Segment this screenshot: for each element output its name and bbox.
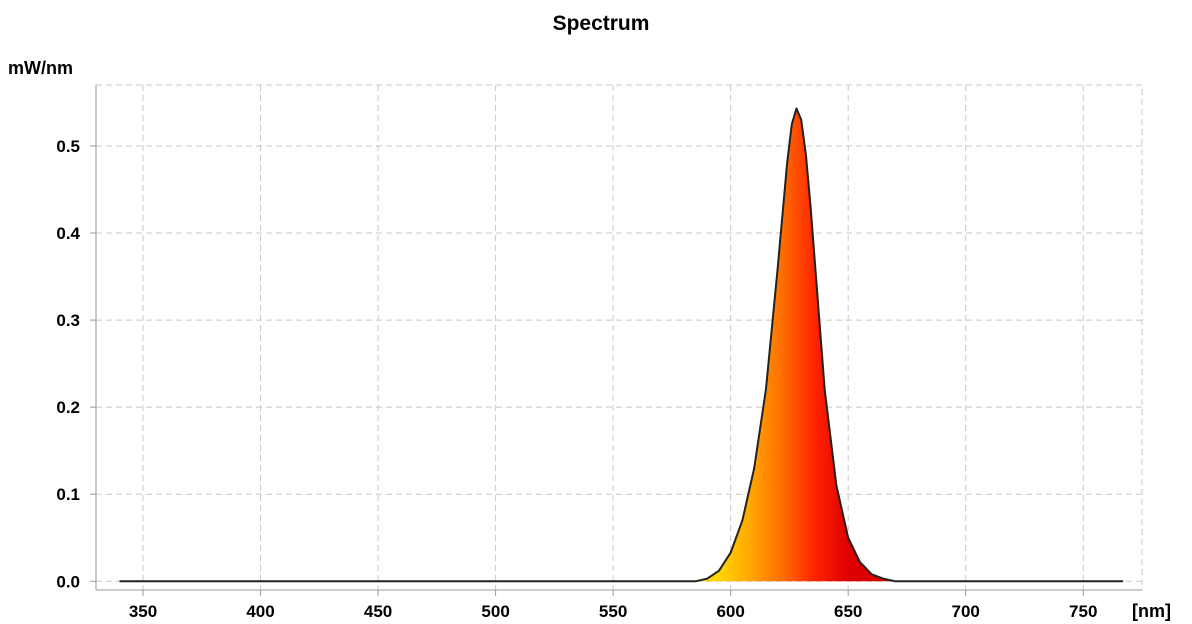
- x-tick-label: 500: [481, 602, 509, 621]
- y-tick-label: 0.0: [56, 572, 80, 591]
- y-tick-label: 0.1: [56, 485, 80, 504]
- y-tick-label: 0.5: [56, 137, 80, 156]
- x-tick-label: 550: [599, 602, 627, 621]
- y-tick-label: 0.4: [56, 224, 80, 243]
- x-tick-label: 600: [716, 602, 744, 621]
- x-tick-label: 350: [129, 602, 157, 621]
- x-tick-label: 400: [246, 602, 274, 621]
- plot-area: [119, 107, 1124, 583]
- y-axis-unit-label: mW/nm: [8, 58, 73, 78]
- x-tick-label: 750: [1069, 602, 1097, 621]
- x-tick-label: 650: [834, 602, 862, 621]
- y-tick-label: 0.2: [56, 398, 80, 417]
- grid: [95, 84, 1143, 591]
- tick-labels: 350 400 450 500 550 600 650 700 750 0.0 0.1 0.2 0.3 0…: [56, 137, 1097, 621]
- plot-frame: [95, 84, 1143, 591]
- chart-title: Spectrum: [553, 12, 650, 35]
- x-axis-unit-label: [nm]: [1132, 601, 1171, 621]
- x-tick-label: 700: [952, 602, 980, 621]
- y-tick-label: 0.3: [56, 311, 80, 330]
- x-tick-label: 450: [364, 602, 392, 621]
- spectrum-area: [119, 108, 1124, 582]
- axes: [90, 85, 1142, 596]
- spectrum-line: [119, 107, 1124, 583]
